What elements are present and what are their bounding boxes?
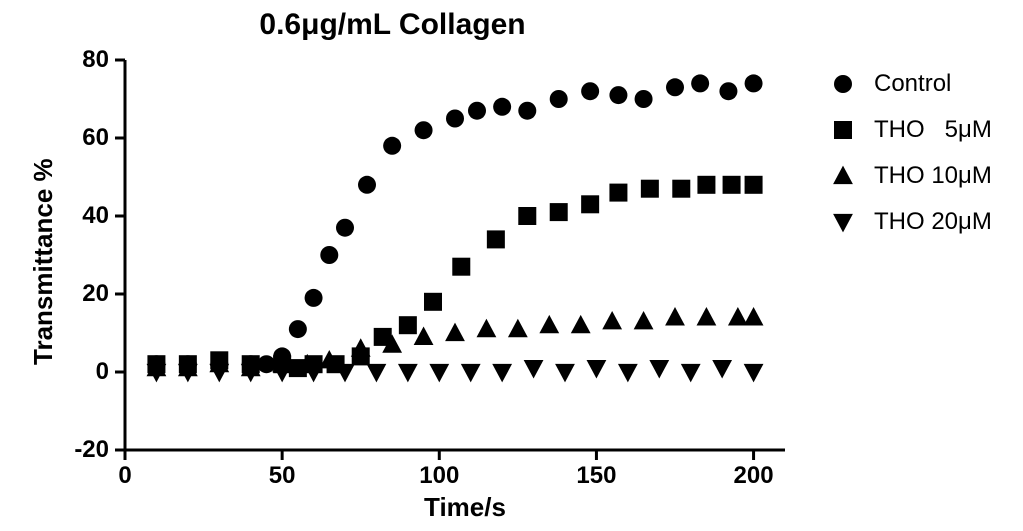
legend-label: Control: [874, 70, 951, 98]
y-tick-label: 40: [82, 202, 109, 230]
legend: Control THO 5μM THO 10μM THO 20μM: [830, 70, 992, 254]
y-tick-label: 20: [82, 280, 109, 308]
legend-label: THO 5μM: [874, 116, 992, 144]
legend-label: THO 10μM: [874, 162, 992, 190]
chart-container: 0.6μg/mL Collagen Transmittance % Time/s…: [0, 0, 1023, 531]
y-tick-label: 0: [96, 358, 109, 386]
y-tick-label: 60: [82, 124, 109, 152]
legend-marker-triangle-up: [830, 163, 856, 189]
legend-row: THO 5μM: [830, 116, 992, 144]
legend-row: THO 10μM: [830, 162, 992, 190]
legend-row: Control: [830, 70, 992, 98]
x-tick-label: 0: [95, 462, 155, 490]
legend-label: THO 20μM: [874, 208, 992, 236]
x-tick-label: 200: [724, 462, 784, 490]
x-tick-label: 100: [409, 462, 469, 490]
x-tick-label: 150: [566, 462, 626, 490]
y-tick-label: 80: [82, 46, 109, 74]
legend-marker-square: [830, 117, 856, 143]
legend-marker-circle: [830, 71, 856, 97]
x-tick-label: 50: [252, 462, 312, 490]
legend-marker-triangle-down: [830, 209, 856, 235]
legend-row: THO 20μM: [830, 208, 992, 236]
y-tick-label: -20: [74, 436, 109, 464]
